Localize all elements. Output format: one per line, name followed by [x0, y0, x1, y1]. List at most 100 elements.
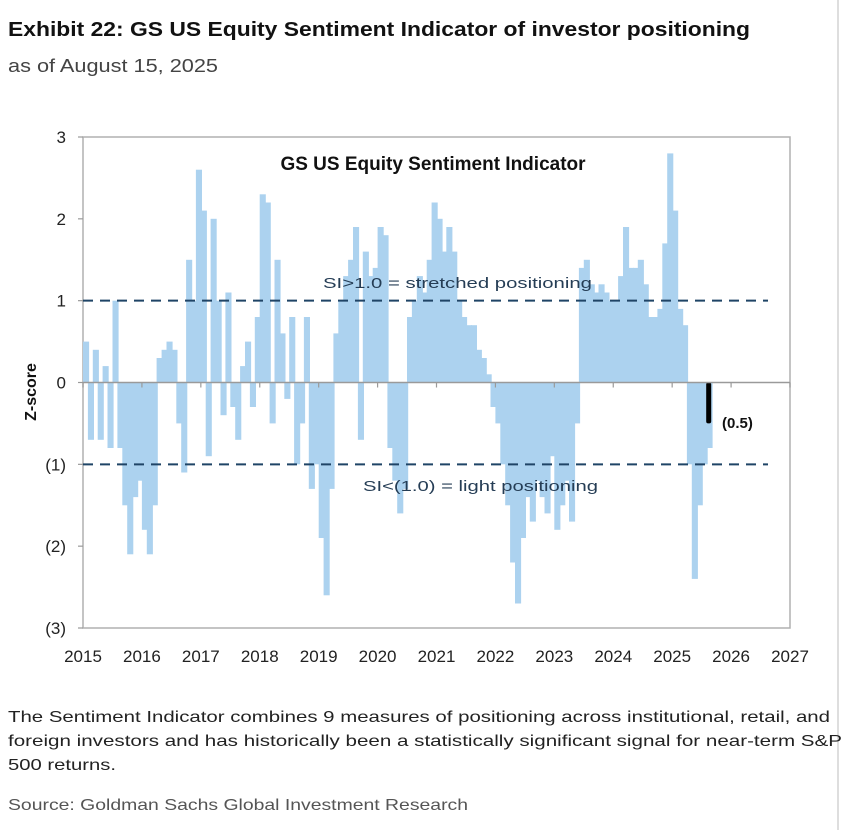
bar	[171, 349, 178, 383]
bar	[598, 284, 605, 383]
bar	[318, 382, 325, 538]
bar	[87, 382, 94, 440]
bar	[254, 317, 261, 383]
bar	[451, 251, 458, 383]
threshold-lines	[83, 299, 768, 466]
bar	[215, 300, 222, 383]
bar	[397, 382, 404, 514]
bar	[647, 317, 654, 383]
bar	[667, 153, 674, 383]
bar	[362, 251, 369, 383]
bar	[534, 382, 541, 481]
bar	[677, 308, 684, 383]
bar	[490, 382, 497, 407]
bar	[299, 382, 306, 424]
bar	[333, 333, 340, 383]
bar	[574, 382, 581, 424]
bar	[200, 210, 207, 383]
x-tick-label: 2020	[359, 647, 397, 666]
bar	[608, 300, 615, 383]
bar	[328, 382, 335, 489]
bar	[672, 210, 679, 383]
bar	[495, 382, 502, 424]
bar	[348, 259, 355, 383]
bar	[544, 382, 551, 514]
chart-title: GS US Equity Sentiment Indicator	[280, 154, 586, 175]
bar	[559, 382, 566, 506]
bar	[97, 382, 104, 440]
bar	[294, 382, 301, 465]
bar	[137, 382, 144, 481]
bar	[421, 292, 428, 383]
bar	[623, 227, 630, 383]
bar	[161, 349, 168, 383]
bar	[461, 317, 468, 383]
bar	[682, 325, 689, 383]
bar	[191, 300, 198, 383]
bar	[519, 382, 526, 538]
bar	[539, 382, 546, 498]
x-tick-label: 2018	[241, 647, 279, 666]
bar	[446, 227, 453, 383]
bar	[436, 218, 443, 383]
exhibit-subtitle: as of August 15, 2025	[8, 56, 218, 76]
bar	[569, 382, 576, 522]
bar	[186, 259, 193, 383]
threshold-label-stretched: SI>1.0 = stretched positioning	[323, 275, 592, 292]
bar	[245, 341, 252, 383]
bar	[367, 276, 374, 383]
bar	[146, 382, 153, 555]
bar	[465, 325, 472, 383]
bar	[259, 194, 266, 383]
x-tick-label: 2027	[771, 647, 809, 666]
bar	[279, 333, 286, 383]
bar	[407, 317, 414, 383]
bar	[141, 382, 148, 530]
bar	[313, 382, 320, 465]
bar	[578, 267, 585, 383]
bar	[662, 243, 669, 383]
bar	[102, 366, 109, 383]
bar	[588, 284, 595, 383]
bar	[485, 374, 492, 383]
bar	[554, 382, 561, 530]
latest-value-bar	[706, 382, 712, 424]
bar	[92, 349, 99, 383]
bar	[593, 292, 600, 383]
bar	[505, 382, 512, 506]
bar	[249, 382, 256, 407]
bar	[637, 259, 644, 383]
bar	[83, 341, 90, 383]
bar	[549, 382, 556, 457]
bar	[524, 382, 531, 498]
bar	[426, 259, 433, 383]
y-axis: 3 2 1 0 (1) (2) (3)	[45, 128, 83, 638]
bar	[387, 382, 394, 448]
bar	[353, 227, 360, 383]
bar	[392, 382, 399, 481]
bar	[220, 382, 227, 416]
bar	[156, 358, 163, 383]
bar	[210, 218, 217, 383]
bar	[151, 382, 158, 506]
bar	[632, 267, 639, 383]
y-tick-label: (1)	[45, 455, 66, 474]
bar	[431, 202, 438, 383]
bar	[357, 382, 364, 440]
bar	[691, 382, 698, 579]
bar	[343, 276, 350, 383]
footnote-line-3: 500 returns.	[8, 757, 116, 774]
bar	[195, 169, 202, 383]
bar	[618, 276, 625, 383]
latest-value-label: (0.5)	[722, 415, 753, 432]
x-tick-label: 2019	[300, 647, 338, 666]
bar	[117, 382, 124, 448]
footnote-line-1: The Sentiment Indicator combines 9 measu…	[8, 709, 830, 726]
bar	[176, 382, 183, 424]
bar	[235, 382, 242, 440]
bar	[240, 366, 247, 383]
bar	[338, 300, 345, 383]
y-tick-label: (2)	[45, 537, 66, 556]
bar	[402, 382, 409, 489]
y-tick-label: 1	[57, 292, 66, 311]
